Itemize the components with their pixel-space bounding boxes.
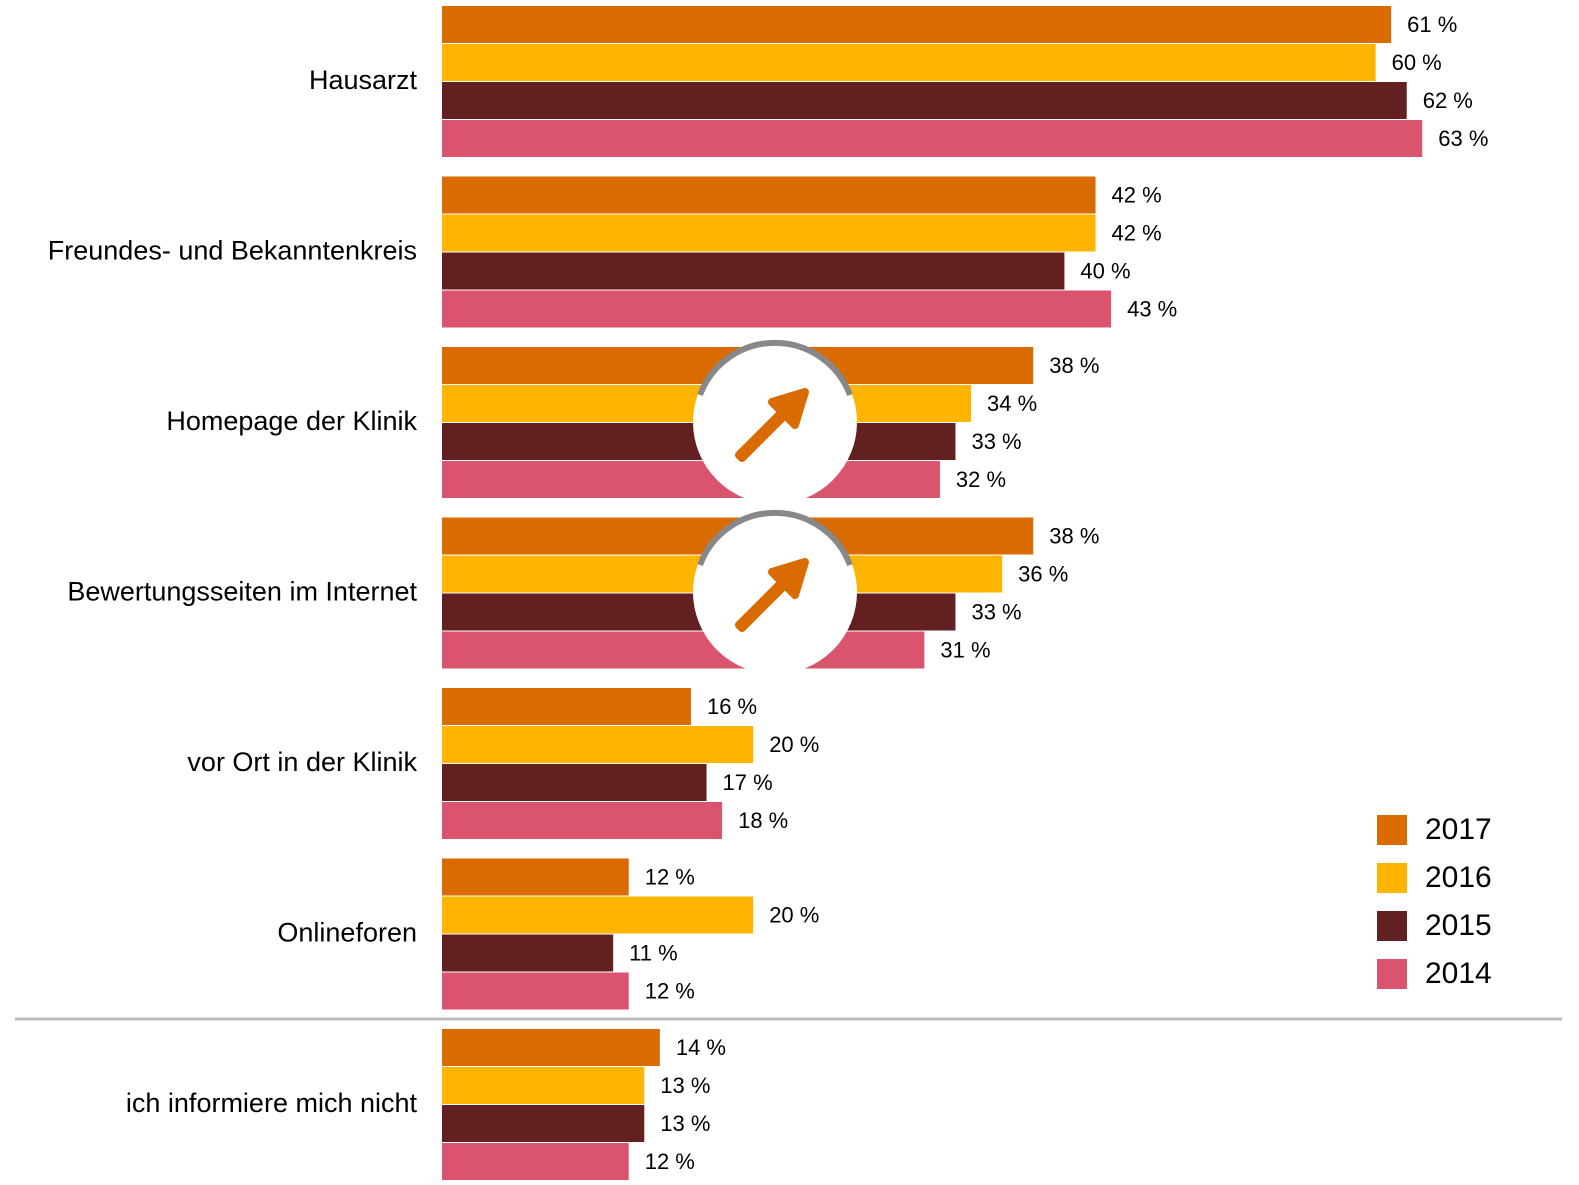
value-label: 32 % xyxy=(956,467,1006,492)
value-label: 13 % xyxy=(660,1111,710,1136)
bar xyxy=(442,631,925,669)
value-label: 12 % xyxy=(645,1149,695,1174)
value-label: 11 % xyxy=(629,940,678,965)
bar xyxy=(442,1143,629,1180)
category-label: Onlineforen xyxy=(277,918,417,948)
value-label: 33 % xyxy=(971,599,1021,624)
category-label: vor Ort in der Klinik xyxy=(187,747,417,777)
legend-swatch xyxy=(1377,815,1407,845)
trend-icon xyxy=(693,339,857,504)
value-label: 36 % xyxy=(1018,561,1068,586)
value-label: 12 % xyxy=(645,864,695,889)
value-label: 33 % xyxy=(971,429,1021,454)
category-label: Hausarzt xyxy=(309,65,418,95)
category-label: ich informiere mich nicht xyxy=(126,1088,418,1118)
value-label: 20 % xyxy=(769,732,819,757)
bar xyxy=(442,82,1407,119)
value-label: 12 % xyxy=(645,978,695,1003)
legend-label: 2014 xyxy=(1425,957,1492,990)
bars xyxy=(442,6,1423,1180)
value-label: 17 % xyxy=(723,770,773,795)
bar xyxy=(442,726,754,763)
value-label: 43 % xyxy=(1127,296,1177,321)
labels: Hausarzt 61 % 60 % 62 % 63 % Freundes- und Be… xyxy=(48,12,1492,1174)
bar xyxy=(442,858,629,896)
legend-swatch xyxy=(1377,863,1407,893)
value-label: 60 % xyxy=(1392,50,1442,75)
value-label: 18 % xyxy=(738,808,788,833)
legend-label: 2017 xyxy=(1425,813,1492,846)
value-label: 16 % xyxy=(707,694,757,719)
bar xyxy=(442,120,1423,157)
value-label: 62 % xyxy=(1423,88,1473,113)
value-label: 63 % xyxy=(1438,126,1488,151)
bar xyxy=(442,6,1392,43)
legend-swatch xyxy=(1377,959,1407,989)
value-label: 14 % xyxy=(676,1035,726,1060)
bar xyxy=(442,896,754,934)
bar xyxy=(442,1105,645,1142)
category-label: Homepage der Klinik xyxy=(166,406,417,436)
bar xyxy=(442,688,691,725)
value-label: 31 % xyxy=(940,637,990,662)
value-label: 42 % xyxy=(1112,182,1162,207)
value-label: 40 % xyxy=(1080,258,1130,283)
legend-label: 2015 xyxy=(1425,909,1492,942)
bar xyxy=(442,44,1376,81)
bar xyxy=(442,214,1096,252)
legend-label: 2016 xyxy=(1425,861,1492,894)
bar xyxy=(442,1029,660,1066)
value-label: 20 % xyxy=(769,902,819,927)
category-label: Bewertungsseiten im Internet xyxy=(67,577,417,607)
legend-swatch xyxy=(1377,911,1407,941)
bar xyxy=(442,1067,645,1104)
value-label: 34 % xyxy=(987,391,1037,416)
value-label: 38 % xyxy=(1049,353,1099,378)
trend-icon xyxy=(693,509,857,674)
bar xyxy=(442,802,723,839)
bar xyxy=(442,764,707,801)
category-label: Freundes- und Bekanntenkreis xyxy=(48,236,417,266)
bar xyxy=(442,972,629,1010)
bar xyxy=(442,461,940,498)
bar xyxy=(442,934,614,972)
bar xyxy=(442,176,1096,214)
value-label: 61 % xyxy=(1407,12,1457,37)
value-label: 42 % xyxy=(1112,220,1162,245)
value-label: 38 % xyxy=(1049,523,1099,548)
bar xyxy=(442,252,1065,290)
bar xyxy=(442,290,1112,328)
value-label: 13 % xyxy=(660,1073,710,1098)
